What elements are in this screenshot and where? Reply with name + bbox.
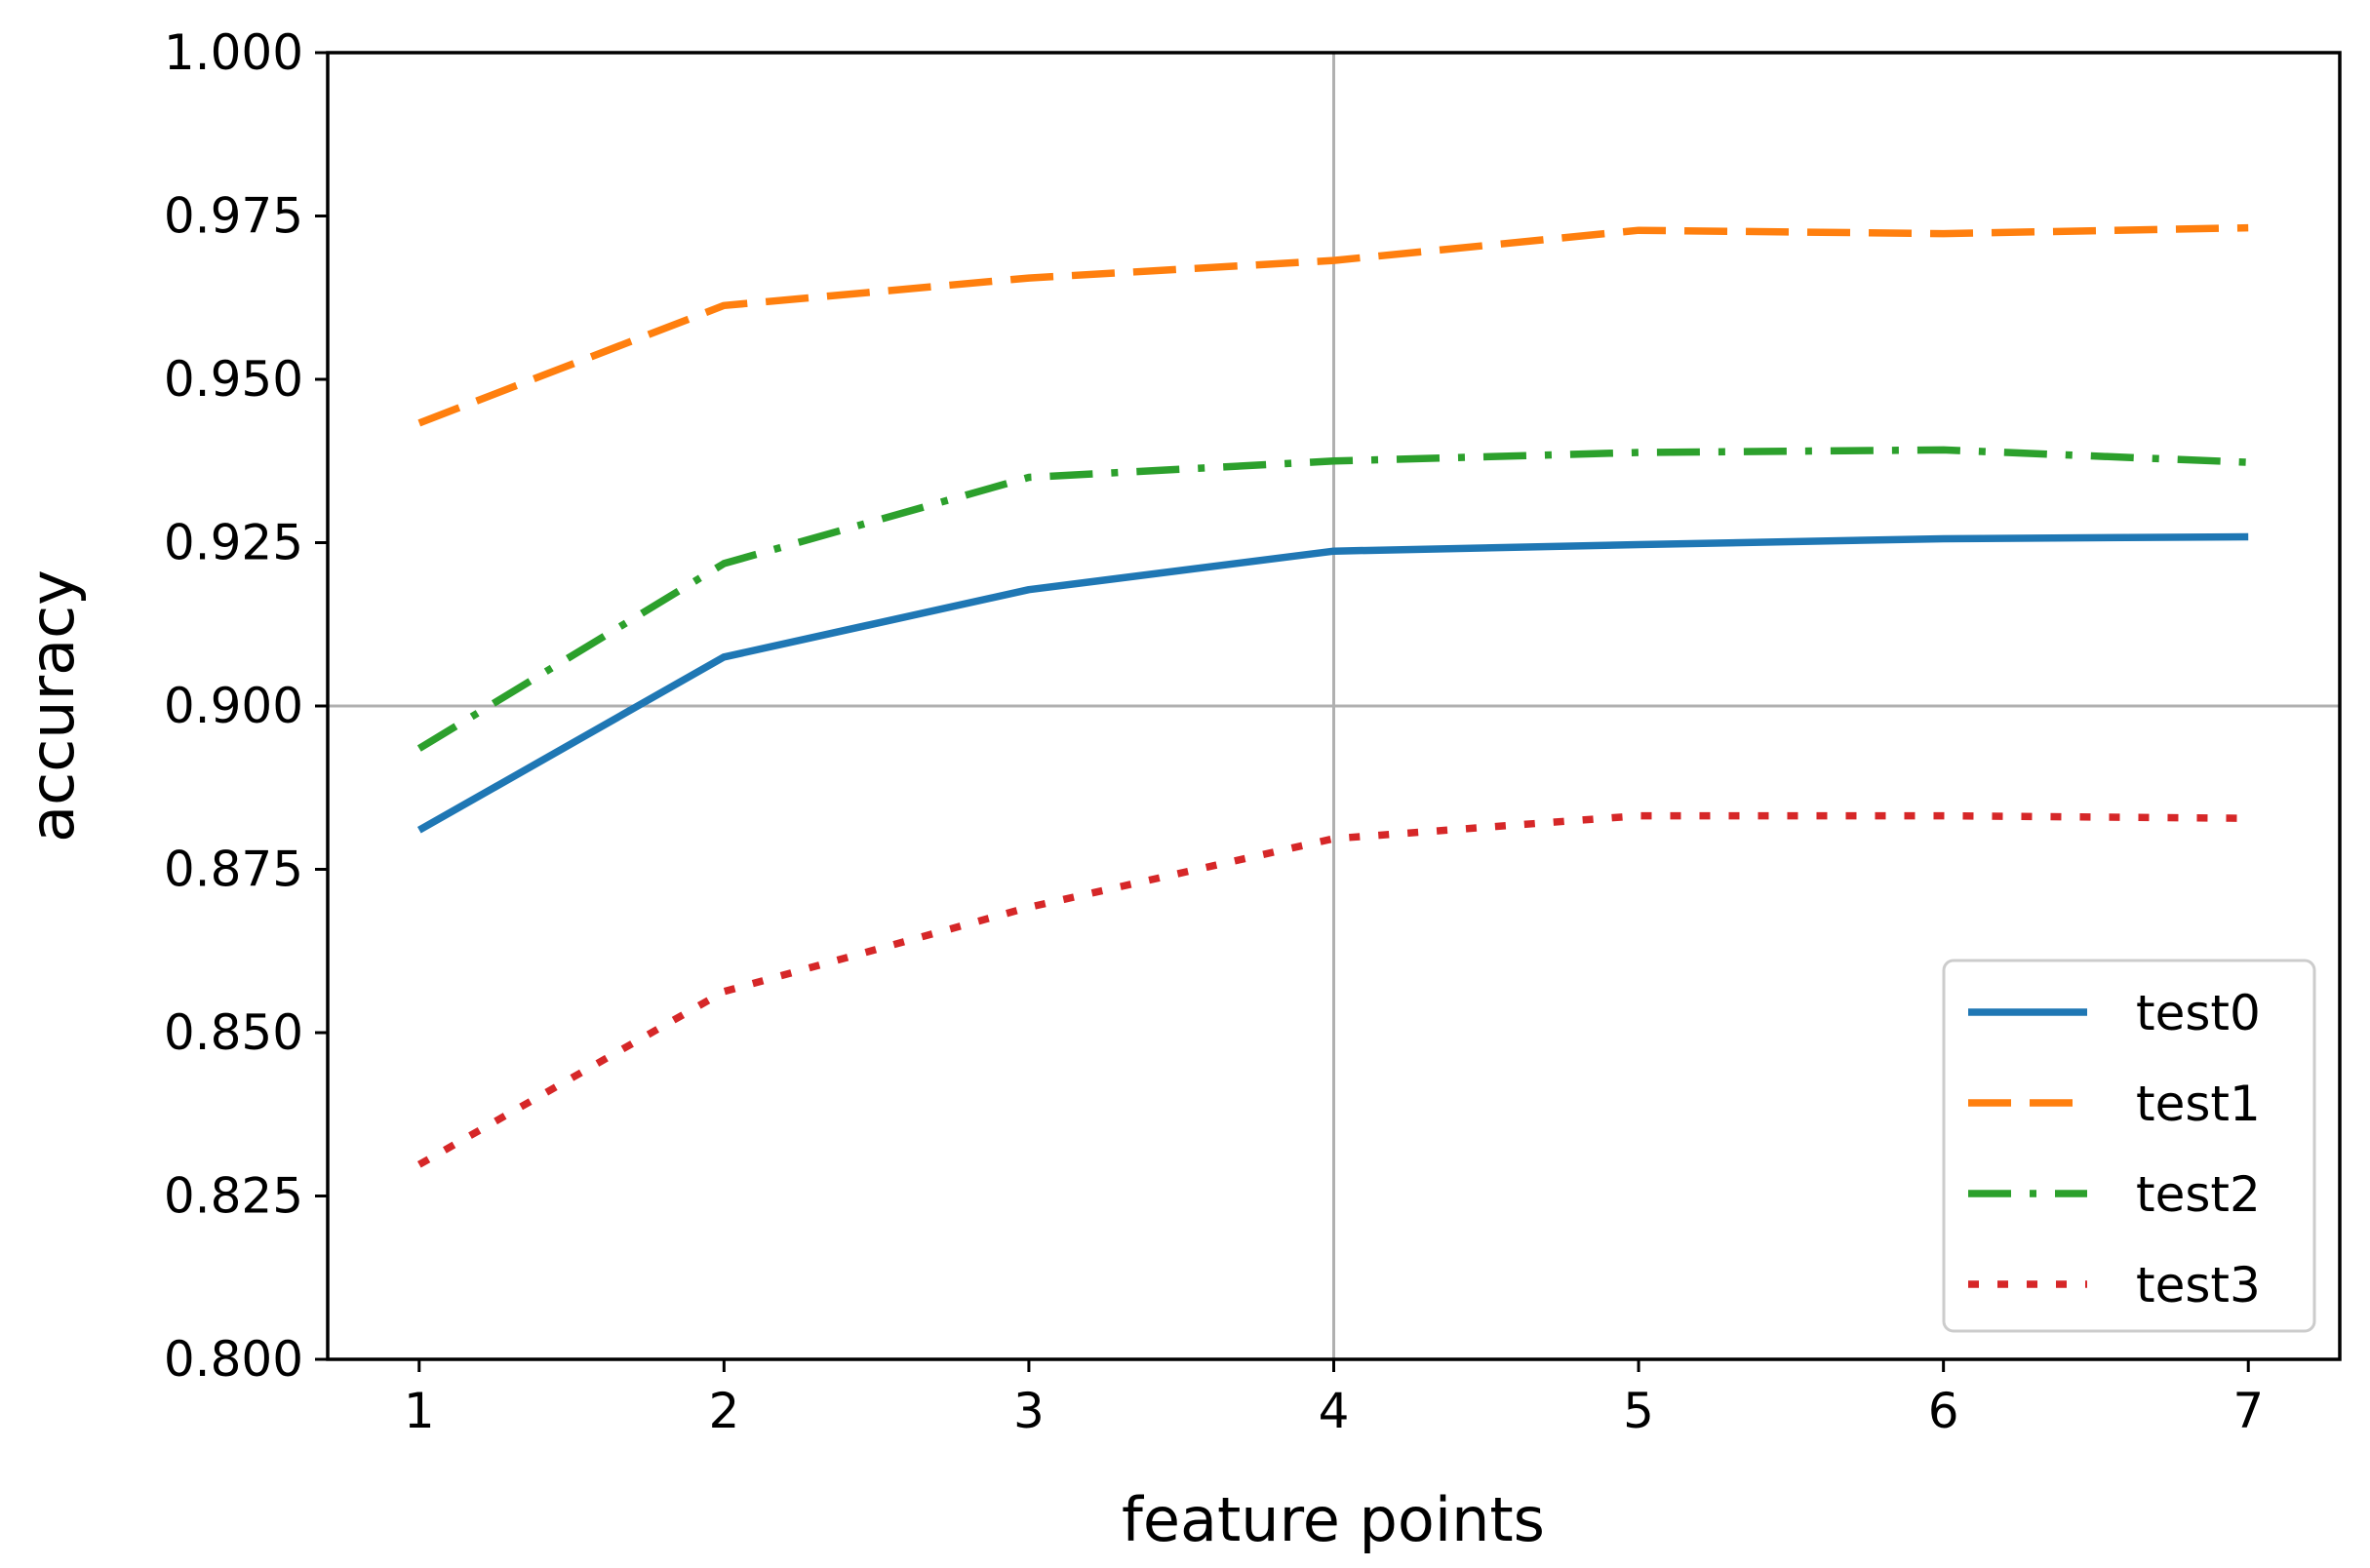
x-tick-label: 2 (708, 1383, 739, 1439)
series-line-test0 (416, 532, 2249, 834)
series-line-test3 (416, 811, 2249, 1168)
series-line-test1 (417, 223, 2249, 427)
y-tick-label: 0.900 (164, 678, 303, 734)
y-tick-label: 0.950 (164, 351, 303, 408)
legend-frame (1942, 959, 2316, 1333)
x-tick-label: 1 (404, 1383, 435, 1439)
y-tick-label: 0.800 (164, 1331, 303, 1388)
y-tick-label: 0.925 (164, 515, 303, 571)
x-tick-label: 7 (2232, 1383, 2264, 1439)
y-tick-label: 0.850 (164, 1004, 303, 1061)
x-tick-label: 4 (1319, 1383, 1350, 1439)
y-tick-label: 0.825 (164, 1168, 303, 1225)
x-axis-label: feature points (1122, 1484, 1545, 1555)
y-tick-label: 1.000 (164, 24, 303, 81)
x-tick-label: 6 (1928, 1383, 1959, 1439)
legend-label-test1: test1 (2136, 1076, 2261, 1132)
series-line-test2 (416, 446, 2249, 752)
legend: test0 test1 test2 test3 (1942, 959, 2316, 1333)
y-axis-label: accuracy (17, 569, 88, 843)
legend-label-test2: test2 (2136, 1166, 2261, 1223)
x-tick-label: 3 (1013, 1383, 1045, 1439)
y-axis-ticks: 0.800 0.825 0.850 0.875 0.900 0.925 0.950 0.975… (164, 24, 328, 1388)
series-lines (416, 223, 2249, 1168)
x-tick-label: 5 (1623, 1383, 1654, 1439)
x-axis-ticks: 1 2 3 4 5 6 7 (404, 1359, 2264, 1439)
grid (328, 53, 2340, 1359)
y-tick-label: 0.875 (164, 842, 303, 898)
y-tick-label: 0.975 (164, 188, 303, 245)
legend-label-test3: test3 (2136, 1257, 2261, 1313)
legend-label-test0: test0 (2136, 985, 2261, 1041)
